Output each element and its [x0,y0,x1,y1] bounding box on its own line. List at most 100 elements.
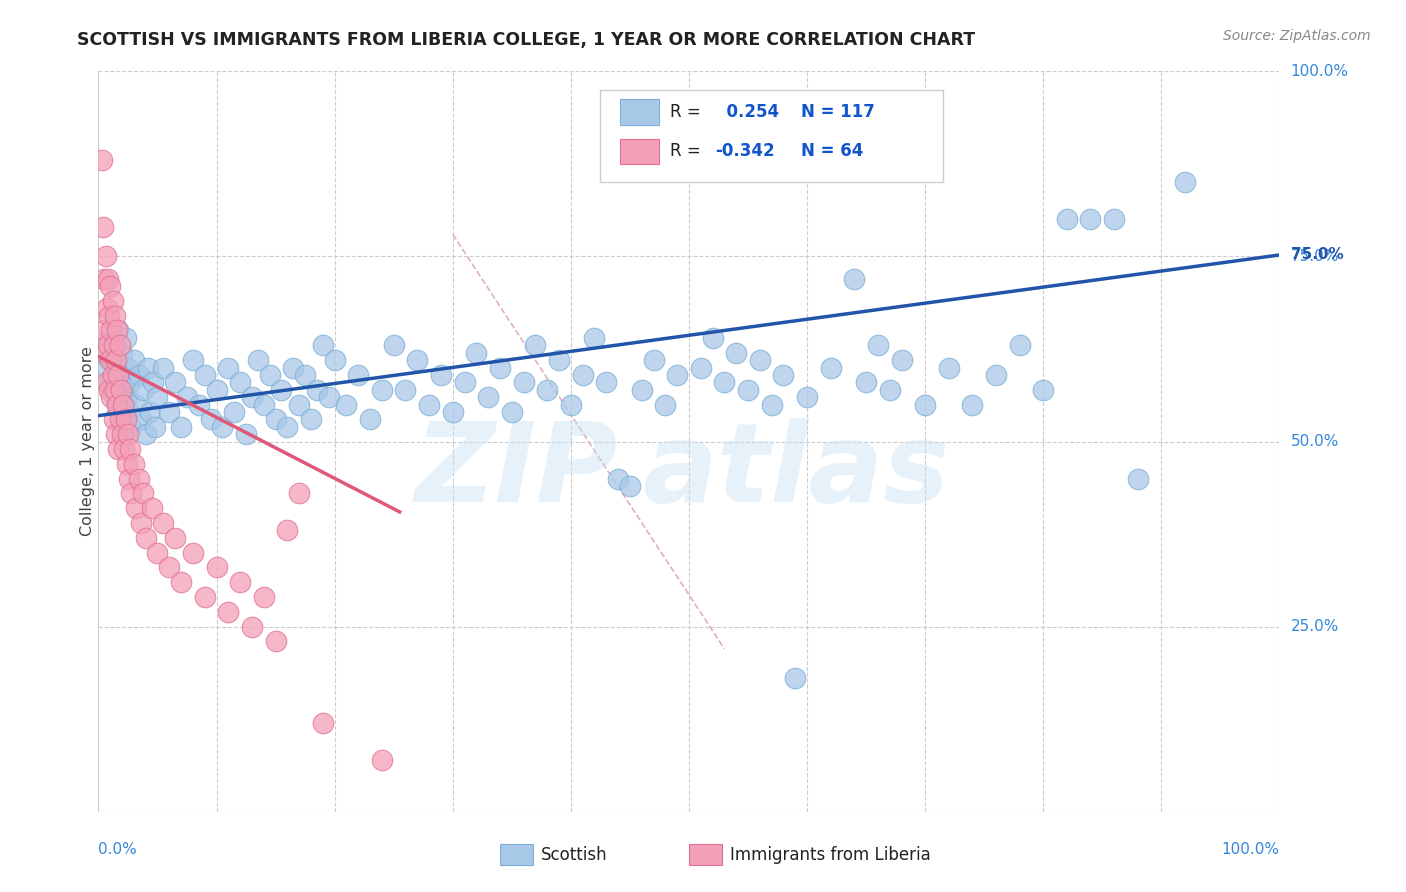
Point [136,360,159,375]
Point [879,383,901,397]
Point [157,405,180,419]
Point [111,345,134,359]
Point [108,338,131,352]
Point [785,672,807,686]
Point [394,383,416,397]
Point [146,546,169,560]
Point [103,338,125,352]
Point [276,419,298,434]
Point [96,360,118,375]
Text: 25.0%: 25.0% [1291,619,1339,634]
Point [748,353,770,368]
Point [112,398,135,412]
Text: R =: R = [671,103,700,121]
Point [103,412,125,426]
Point [110,383,132,397]
Point [125,398,148,412]
Point [114,331,136,345]
Point [100,324,122,338]
Point [112,442,135,456]
Point [772,368,794,382]
Point [93,345,115,359]
Point [117,427,139,442]
Point [107,442,129,456]
Point [121,419,143,434]
Point [844,271,866,285]
Point [914,398,936,412]
Point [104,309,127,323]
Point [200,412,222,426]
Point [501,405,523,419]
Point [100,390,122,404]
Point [105,324,128,338]
Point [181,546,204,560]
Point [595,376,617,390]
Point [122,353,145,368]
Point [702,331,724,345]
Point [548,353,571,368]
Point [211,419,233,434]
Point [101,383,124,397]
Point [1080,212,1102,227]
Point [560,398,582,412]
Point [107,324,129,338]
Point [1174,175,1197,190]
Point [105,353,128,368]
Point [205,560,228,574]
Point [91,219,114,234]
Point [101,293,124,308]
Point [98,376,121,390]
Text: R =: R = [671,143,700,161]
Point [122,457,145,471]
Point [107,368,129,382]
Point [105,398,128,412]
Point [229,376,252,390]
FancyBboxPatch shape [501,845,533,865]
Point [382,338,405,352]
Point [938,360,960,375]
Point [229,575,252,590]
Point [194,368,217,382]
Point [253,398,276,412]
Point [205,383,228,397]
Point [94,345,117,359]
Point [217,360,239,375]
Point [347,368,370,382]
Text: 75.0%: 75.0% [1291,249,1339,264]
Point [619,479,641,493]
Point [607,471,630,485]
Point [139,405,162,419]
Point [98,331,121,345]
Point [98,353,121,368]
Point [441,405,464,419]
Point [288,486,311,500]
Point [105,427,128,442]
Point [165,376,187,390]
Text: N = 64: N = 64 [801,143,863,161]
Point [312,338,335,352]
Point [117,360,139,375]
Text: SCOTTISH VS IMMIGRANTS FROM LIBERIA COLLEGE, 1 YEAR OR MORE CORRELATION CHART: SCOTTISH VS IMMIGRANTS FROM LIBERIA COLL… [77,31,976,49]
Point [890,353,912,368]
Point [129,412,152,426]
Point [97,271,120,285]
FancyBboxPatch shape [600,90,943,183]
Point [1032,383,1054,397]
Point [96,376,118,390]
Point [152,360,174,375]
Point [120,442,142,456]
Point [477,390,499,404]
Point [984,368,1007,382]
Point [128,368,150,382]
Point [141,501,163,516]
Point [120,376,142,390]
Point [98,279,121,293]
Text: 0.254: 0.254 [714,103,779,121]
Point [689,360,711,375]
Point [371,753,394,767]
Text: 75.0%: 75.0% [1291,247,1343,262]
Point [110,412,132,426]
Point [294,368,316,382]
Point [187,398,209,412]
Point [1008,338,1031,352]
